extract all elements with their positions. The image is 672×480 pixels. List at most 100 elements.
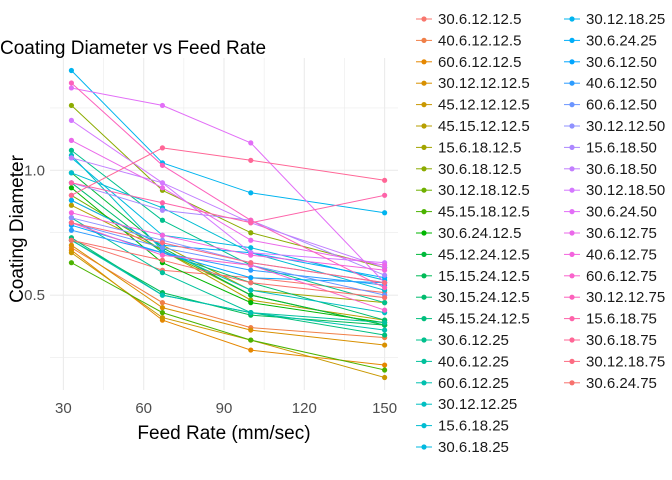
legend-key-point bbox=[421, 230, 427, 236]
series-line bbox=[71, 70, 385, 214]
series-30.6.24.75 bbox=[68, 237, 388, 301]
series-line bbox=[71, 139, 385, 266]
legend-key-point bbox=[421, 59, 427, 65]
legend-label: 45.12.24.12.5 bbox=[438, 246, 530, 263]
series-line bbox=[71, 119, 385, 264]
legend-label: 40.6.12.25 bbox=[438, 353, 509, 370]
series-15.6.18.75 bbox=[68, 180, 388, 226]
legend-label: 30.6.12.12.5 bbox=[438, 11, 521, 28]
series-30.6.24.50 bbox=[68, 85, 388, 286]
series-line bbox=[71, 147, 385, 196]
series-line bbox=[71, 247, 385, 339]
series-line bbox=[71, 150, 385, 304]
chart-title: Coating Diameter vs Feed Rate bbox=[0, 38, 266, 59]
data-point bbox=[248, 190, 254, 196]
data-point bbox=[159, 305, 166, 311]
legend-key-point bbox=[421, 37, 427, 44]
legend-key-point bbox=[421, 423, 427, 429]
data-point bbox=[68, 170, 75, 176]
data-point bbox=[382, 262, 388, 268]
legend-item: 40.6.12.25 bbox=[416, 353, 509, 370]
legend-item: 30.6.24.50 bbox=[564, 204, 657, 221]
data-point bbox=[382, 192, 388, 198]
legend-label: 45.12.12.12.5 bbox=[438, 97, 530, 114]
series-line bbox=[71, 87, 385, 284]
legend-label: 30.6.24.50 bbox=[586, 204, 657, 221]
legend-key-point bbox=[421, 80, 427, 86]
legend-label: 15.6.18.50 bbox=[586, 139, 657, 156]
legend-key-point bbox=[421, 16, 427, 22]
legend-label: 30.12.12.50 bbox=[586, 118, 665, 135]
data-point bbox=[159, 162, 166, 168]
x-axis-title: Feed Rate (mm/sec) bbox=[137, 423, 310, 444]
legend-key-point bbox=[421, 187, 427, 193]
series-30.12.12.12.5 bbox=[68, 242, 388, 348]
legend-label: 45.15.18.12.5 bbox=[438, 204, 530, 221]
legend-item: 15.6.18.25 bbox=[416, 418, 509, 435]
legend-label: 60.6.12.50 bbox=[586, 97, 657, 114]
legend-key-point bbox=[569, 209, 575, 215]
legend-label: 40.6.12.75 bbox=[586, 246, 657, 263]
data-point bbox=[68, 147, 75, 153]
data-point bbox=[382, 342, 388, 348]
legend-key-point bbox=[421, 316, 427, 322]
data-point bbox=[159, 240, 166, 246]
legend-key-point bbox=[421, 209, 427, 215]
data-point bbox=[248, 260, 254, 266]
data-point bbox=[382, 295, 388, 301]
legend-key-point bbox=[421, 166, 427, 172]
legend-label: 30.6.24.12.5 bbox=[438, 225, 521, 242]
data-point bbox=[382, 177, 388, 183]
legend-item: 45.15.12.12.5 bbox=[416, 118, 530, 135]
series-line bbox=[71, 239, 385, 294]
data-point bbox=[382, 210, 388, 216]
series-line bbox=[71, 222, 385, 296]
legend-item: 30.6.24.12.5 bbox=[416, 225, 521, 242]
legend-key-point bbox=[421, 102, 427, 108]
data-point bbox=[159, 292, 166, 298]
legend-item: 30.6.18.75 bbox=[564, 332, 657, 349]
legend-item: 60.6.12.12.5 bbox=[416, 54, 521, 71]
series-line bbox=[71, 212, 385, 271]
data-point bbox=[68, 197, 75, 203]
series-45.12.24.12.5 bbox=[68, 170, 388, 328]
legend-key-point bbox=[569, 102, 575, 108]
series-30.12.12.25 bbox=[68, 152, 388, 316]
legend-item: 15.6.18.75 bbox=[564, 311, 657, 328]
legend-label: 60.6.12.25 bbox=[438, 375, 509, 392]
series-30.6.12.75 bbox=[68, 137, 388, 268]
data-point bbox=[159, 185, 166, 191]
data-point bbox=[382, 320, 388, 326]
legend-key-point bbox=[421, 294, 427, 300]
legend-label: 30.15.24.12.5 bbox=[438, 289, 530, 306]
legend-label: 15.6.18.25 bbox=[438, 418, 509, 435]
legend-item: 45.12.24.12.5 bbox=[416, 246, 530, 263]
legend-key-point bbox=[421, 273, 427, 279]
legend-key-point bbox=[569, 337, 575, 343]
series-line bbox=[71, 182, 385, 224]
legend-key-point bbox=[421, 251, 427, 257]
legend-item: 15.15.24.12.5 bbox=[416, 268, 530, 285]
series-line bbox=[71, 172, 385, 291]
data-point bbox=[68, 202, 75, 208]
legend-key-point bbox=[569, 144, 575, 150]
data-point bbox=[68, 242, 75, 248]
legend-label: 30.12.12.75 bbox=[586, 289, 665, 306]
data-point bbox=[68, 102, 75, 109]
legend-item: 45.15.18.12.5 bbox=[416, 204, 530, 221]
legend-key-point bbox=[569, 16, 575, 22]
legend-label: 30.12.12.25 bbox=[438, 396, 517, 413]
legend-label: 30.6.24.25 bbox=[586, 32, 657, 49]
data-point bbox=[248, 287, 254, 293]
series-40.6.12.25 bbox=[68, 215, 388, 326]
legend-key-point bbox=[569, 358, 575, 364]
series-15.6.18.12.5 bbox=[68, 197, 388, 306]
legend-key-point bbox=[569, 380, 575, 386]
legend-item: 30.6.18.50 bbox=[564, 161, 657, 178]
legend-label: 15.6.18.12.5 bbox=[438, 139, 521, 156]
legend-item: 30.6.24.75 bbox=[564, 375, 657, 392]
data-point bbox=[248, 327, 254, 333]
data-point bbox=[382, 280, 388, 286]
legend-key-point bbox=[569, 316, 575, 322]
data-point bbox=[68, 180, 75, 186]
